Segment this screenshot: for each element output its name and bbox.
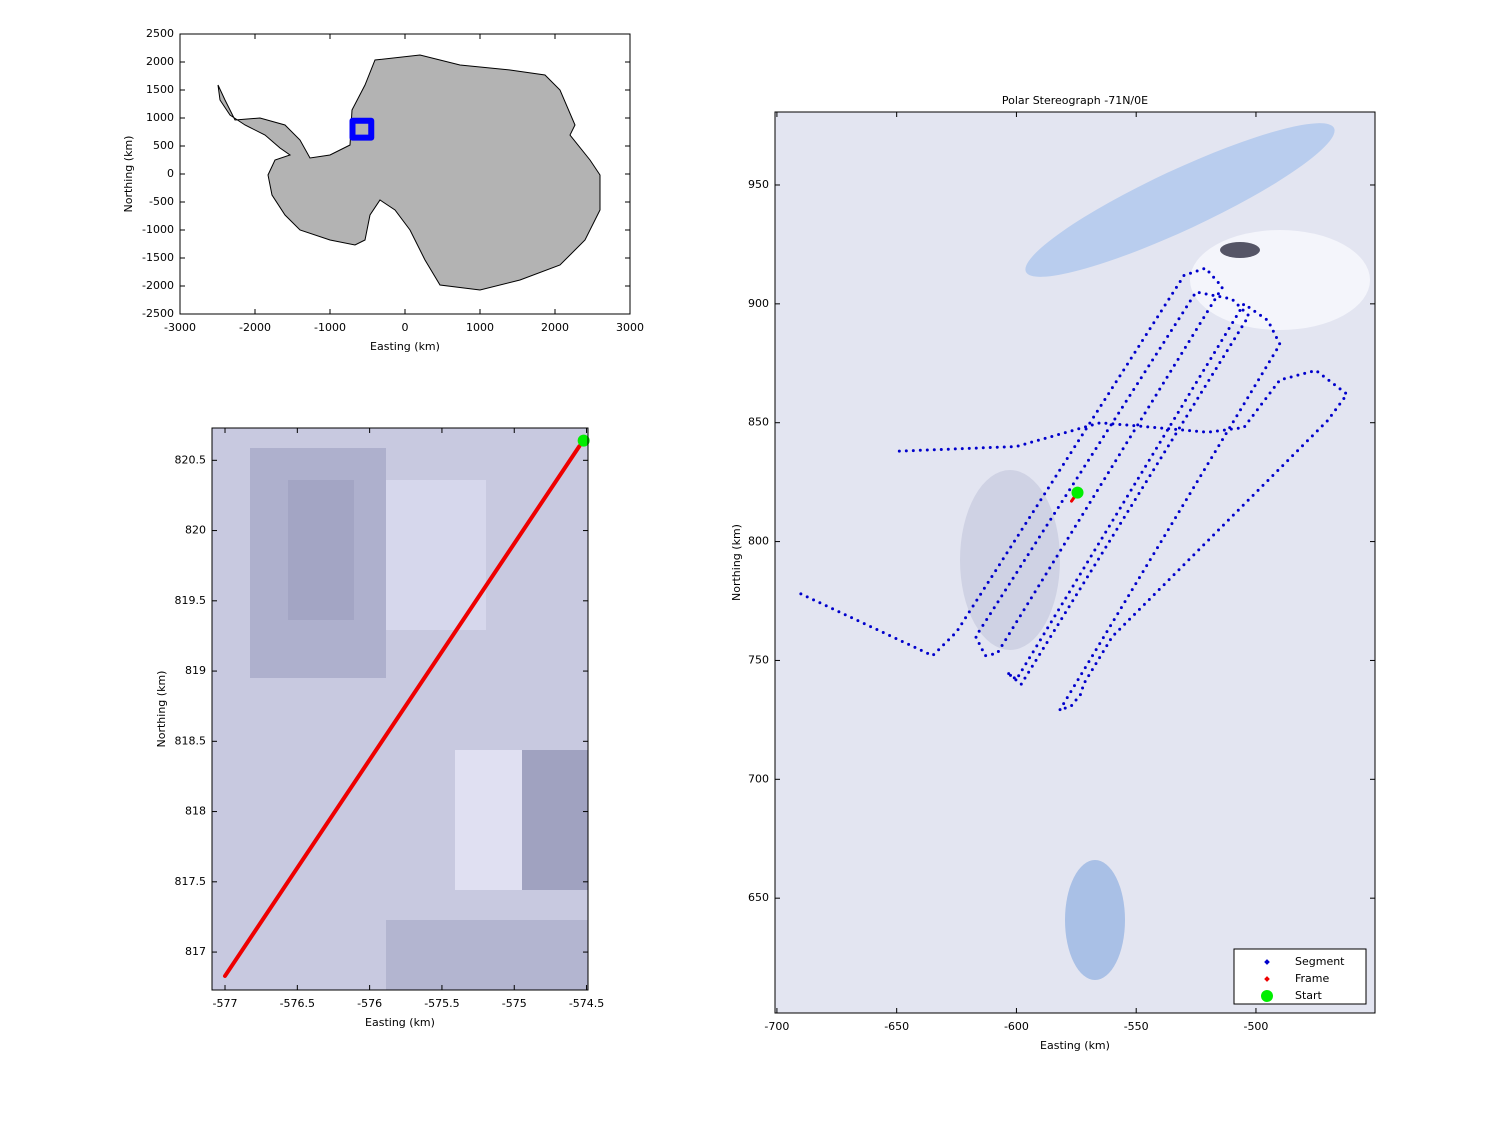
y-tick-label: 818 [185, 805, 206, 818]
x-tick-label: -2000 [239, 321, 271, 334]
y-tick-label: 1000 [146, 111, 174, 124]
x-tick-label: 0 [402, 321, 409, 334]
y-tick-label: 2000 [146, 55, 174, 68]
y-tick-label: 950 [748, 178, 769, 191]
y-tick-label: -2000 [142, 279, 174, 292]
legend-label: Start [1295, 989, 1323, 1002]
y-tick-label: 820 [185, 524, 206, 537]
y-tick-label: 700 [748, 772, 769, 785]
y-tick-label: 850 [748, 416, 769, 429]
x-tick-label: 1000 [466, 321, 494, 334]
x-tick-label: -576.5 [280, 997, 315, 1010]
antarctica-outline [217, 54, 601, 291]
y-tick-label: -2500 [142, 307, 174, 320]
y-tick-label: 800 [748, 535, 769, 548]
x-tick-label: 2000 [541, 321, 569, 334]
x-axis-label: Easting (km) [365, 1016, 435, 1029]
x-tick-label: -577 [213, 997, 238, 1010]
x-tick-label: -575.5 [424, 997, 459, 1010]
axes-frame [774, 111, 1376, 1014]
legend-marker [1264, 976, 1270, 982]
legend-label: Segment [1295, 955, 1345, 968]
x-tick-label: -576 [357, 997, 382, 1010]
y-tick-label: 650 [748, 891, 769, 904]
y-axis-label: Northing (km) [730, 524, 743, 601]
x-tick-label: -574.5 [569, 997, 604, 1010]
y-axis-label: Northing (km) [122, 136, 135, 213]
x-tick-label: -575 [502, 997, 527, 1010]
series-line [799, 266, 1349, 712]
y-tick-label: -500 [149, 195, 174, 208]
zoom-background-image [212, 428, 588, 990]
series-line [349, 117, 375, 141]
x-tick-label: 3000 [616, 321, 644, 334]
y-tick-label: -1000 [142, 223, 174, 236]
y-tick-label: 817.5 [175, 875, 207, 888]
legend-marker [1261, 990, 1273, 1002]
x-axis-label: Easting (km) [370, 340, 440, 353]
x-tick-label: -1000 [314, 321, 346, 334]
y-tick-label: 0 [167, 167, 174, 180]
y-tick-label: 819 [185, 664, 206, 677]
y-tick-label: 900 [748, 297, 769, 310]
y-tick-label: 819.5 [175, 594, 207, 607]
legend-label: Frame [1295, 972, 1330, 985]
y-tick-label: 750 [748, 653, 769, 666]
y-axis-label: Northing (km) [155, 671, 168, 748]
y-tick-label: 1500 [146, 83, 174, 96]
legend-box [1233, 948, 1367, 1005]
x-tick-label: -550 [1124, 1020, 1149, 1033]
satellite-background-image [775, 112, 1375, 1013]
x-tick-label: -3000 [164, 321, 196, 334]
y-tick-label: 500 [153, 139, 174, 152]
y-tick-label: 818.5 [175, 734, 207, 747]
x-axis-label: Easting (km) [1040, 1039, 1110, 1052]
y-tick-label: -1500 [142, 251, 174, 264]
y-tick-label: 820.5 [175, 453, 207, 466]
series-marker [577, 434, 590, 447]
series-line [223, 444, 582, 978]
x-tick-label: -700 [764, 1020, 789, 1033]
chart-title: Polar Stereograph -71N/0E [1002, 94, 1148, 107]
x-tick-label: -650 [884, 1020, 909, 1033]
y-tick-label: 817 [185, 945, 206, 958]
axes-frame [211, 427, 589, 991]
x-tick-label: -600 [1004, 1020, 1029, 1033]
series-marker [1071, 486, 1084, 499]
legend-marker [1264, 959, 1270, 965]
y-tick-label: 2500 [146, 27, 174, 40]
x-tick-label: -500 [1243, 1020, 1268, 1033]
